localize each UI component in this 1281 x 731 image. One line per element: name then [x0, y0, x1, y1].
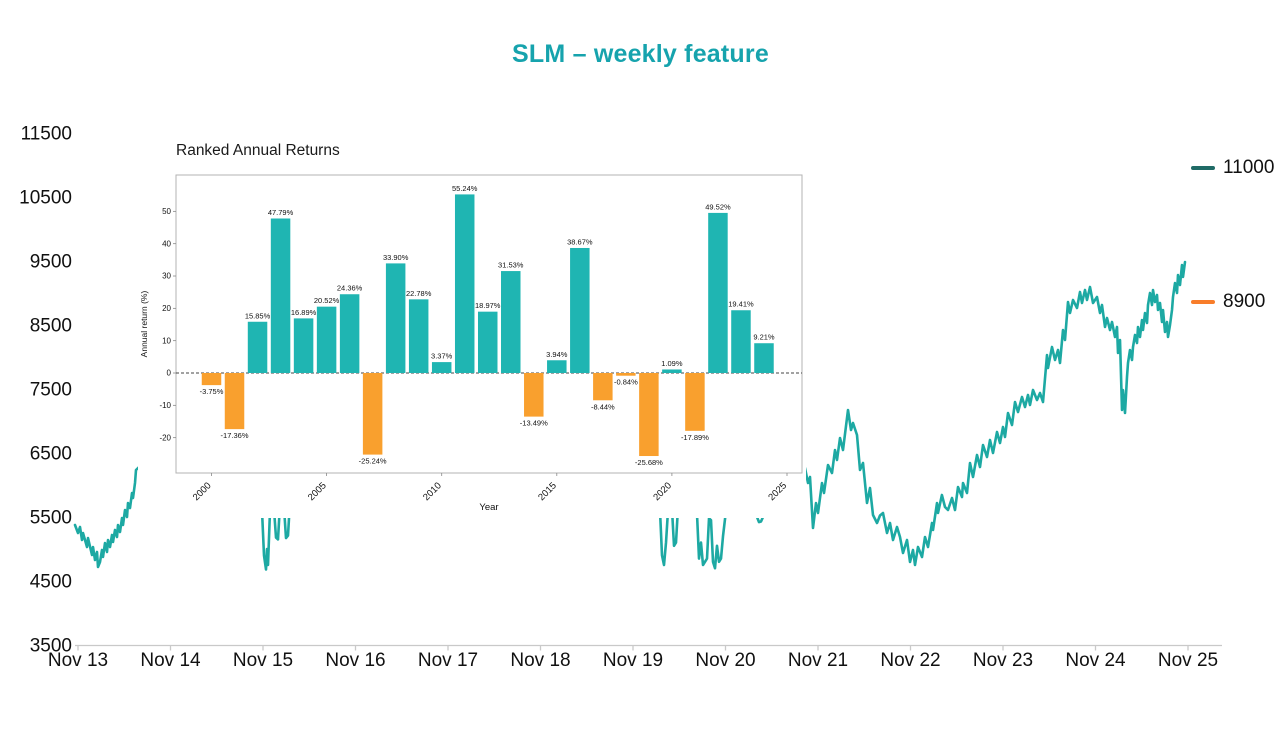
inset-x-tick-label: 2010 — [421, 480, 444, 503]
inset-y-tick-label: 30 — [162, 272, 171, 281]
inset-x-tick-label: 2000 — [191, 480, 214, 503]
bar-2018 — [616, 373, 636, 376]
bar-2010 — [431, 362, 452, 373]
bar-2001 — [224, 373, 245, 430]
bar-2023 — [731, 310, 751, 373]
bar-value-label: -13.49% — [520, 419, 548, 428]
x-axis-tick-label: Nov 21 — [788, 650, 848, 671]
x-axis-tick-label: Nov 14 — [140, 650, 201, 671]
inset-y-tick-label: 20 — [162, 304, 171, 313]
x-axis-tick-label: Nov 23 — [973, 650, 1033, 671]
y-axis-tick-label: 7500 — [30, 380, 72, 401]
bar-value-label: 18.97% — [475, 301, 501, 310]
bar-2008 — [385, 263, 406, 373]
y-axis-tick-label: 11500 — [21, 124, 72, 145]
bar-2022 — [708, 212, 728, 373]
bar-2007 — [362, 373, 383, 455]
inset-y-axis-label: Annual return (%) — [139, 291, 149, 358]
bar-2015 — [547, 360, 567, 373]
bar-value-label: 49.52% — [705, 202, 731, 211]
bar-2024 — [754, 343, 774, 373]
inset-y-tick-label: 40 — [162, 239, 171, 248]
bar-2012 — [477, 311, 498, 373]
inset-x-tick-label: 2025 — [766, 480, 789, 503]
bar-value-label: -0.84% — [614, 378, 638, 387]
bar-value-label: 22.78% — [406, 289, 432, 298]
bar-2011 — [454, 194, 475, 373]
bar-2000 — [201, 373, 222, 386]
bar-value-label: 31.53% — [498, 261, 524, 270]
inset-y-tick-label: 0 — [167, 369, 172, 378]
bar-2019 — [639, 373, 659, 457]
inset-x-tick-label: 2020 — [651, 480, 674, 503]
x-axis-tick-label: Nov 25 — [1158, 650, 1218, 671]
x-axis-tick-label: Nov 15 — [233, 650, 293, 671]
price-line — [73, 260, 1187, 571]
bar-value-label: 20.52% — [314, 296, 340, 305]
bar-value-label: -25.24% — [359, 457, 387, 466]
inset-y-tick-label: 50 — [162, 207, 171, 216]
y-axis-tick-label: 8500 — [30, 316, 72, 337]
inset-x-axis-label: Year — [479, 502, 498, 513]
bar-2002 — [247, 321, 268, 373]
bar-value-label: 24.36% — [337, 284, 363, 293]
bar-2013 — [501, 271, 521, 373]
bar-value-label: 33.90% — [383, 253, 409, 262]
inset-annual-returns-figure: Ranked Annual Returns -20 -10 0 10 20 30 40 50 A… — [138, 138, 806, 518]
inset-y-tick-label: 10 — [162, 336, 171, 345]
bar-2006 — [339, 294, 360, 373]
x-axis-tick-label: Nov 20 — [695, 650, 755, 671]
y-axis-tick-label: 5500 — [30, 508, 72, 529]
x-axis-tick-label: Nov 24 — [1065, 650, 1126, 671]
bar-2021 — [685, 373, 705, 431]
bar-value-label: -8.44% — [591, 402, 615, 411]
y-axis-tick-label: 3500 — [30, 636, 72, 657]
bar-value-label: 55.24% — [452, 184, 478, 193]
bar-value-label: 9.21% — [753, 333, 775, 342]
x-axis-tick-label: Nov 18 — [510, 650, 570, 671]
bar-value-label: 47.79% — [268, 208, 294, 217]
bar-2004 — [293, 318, 314, 373]
page-title: SLM – weekly feature — [512, 40, 769, 68]
bar-value-label: 3.37% — [431, 352, 453, 361]
bar-value-label: 16.89% — [291, 308, 317, 317]
inset-y-tick-label: -10 — [159, 401, 171, 410]
x-axis-tick-label: Nov 13 — [48, 650, 108, 671]
y-axis-tick-label: 4500 — [30, 572, 72, 593]
y-axis-tick-label: 9500 — [30, 252, 72, 273]
x-axis-tick-label: Nov 22 — [880, 650, 940, 671]
bar-value-label: 19.41% — [728, 300, 754, 309]
inset-x-tick-label: 2005 — [306, 480, 329, 503]
bar-value-label: -17.36% — [221, 431, 249, 440]
bar-value-label: 3.94% — [546, 350, 568, 359]
bar-value-label: -17.89% — [681, 433, 709, 442]
x-axis-tick-label: Nov 16 — [325, 650, 385, 671]
inset-y-tick-label: -20 — [159, 433, 171, 442]
y-axis-tick-label: 10500 — [19, 188, 72, 209]
inset-chart-title: Ranked Annual Returns — [176, 142, 340, 159]
inset-axes-box — [175, 174, 803, 474]
inset-bar-chart: -20 -10 0 10 20 30 40 50 Annual return (%) -3.75%… — [139, 174, 803, 513]
bar-value-label: -25.68% — [635, 458, 663, 467]
bar-2005 — [316, 306, 337, 373]
bar-2020 — [662, 369, 682, 373]
x-axis-tick-label: Nov 19 — [603, 650, 663, 671]
bar-2016 — [570, 247, 590, 373]
bar-value-label: 15.85% — [245, 311, 271, 320]
bar-value-label: 38.67% — [567, 237, 593, 246]
y-axis-tick-label: 6500 — [30, 444, 72, 465]
inset-x-tick-label: 2015 — [536, 480, 559, 503]
bar-value-label: -3.75% — [200, 387, 224, 396]
bar-2014 — [524, 373, 544, 417]
x-axis-tick-label: Nov 17 — [418, 650, 478, 671]
bar-2017 — [593, 373, 613, 401]
bar-value-label: 1.09% — [661, 359, 683, 368]
bar-2003 — [270, 218, 291, 373]
bar-2009 — [408, 299, 429, 373]
